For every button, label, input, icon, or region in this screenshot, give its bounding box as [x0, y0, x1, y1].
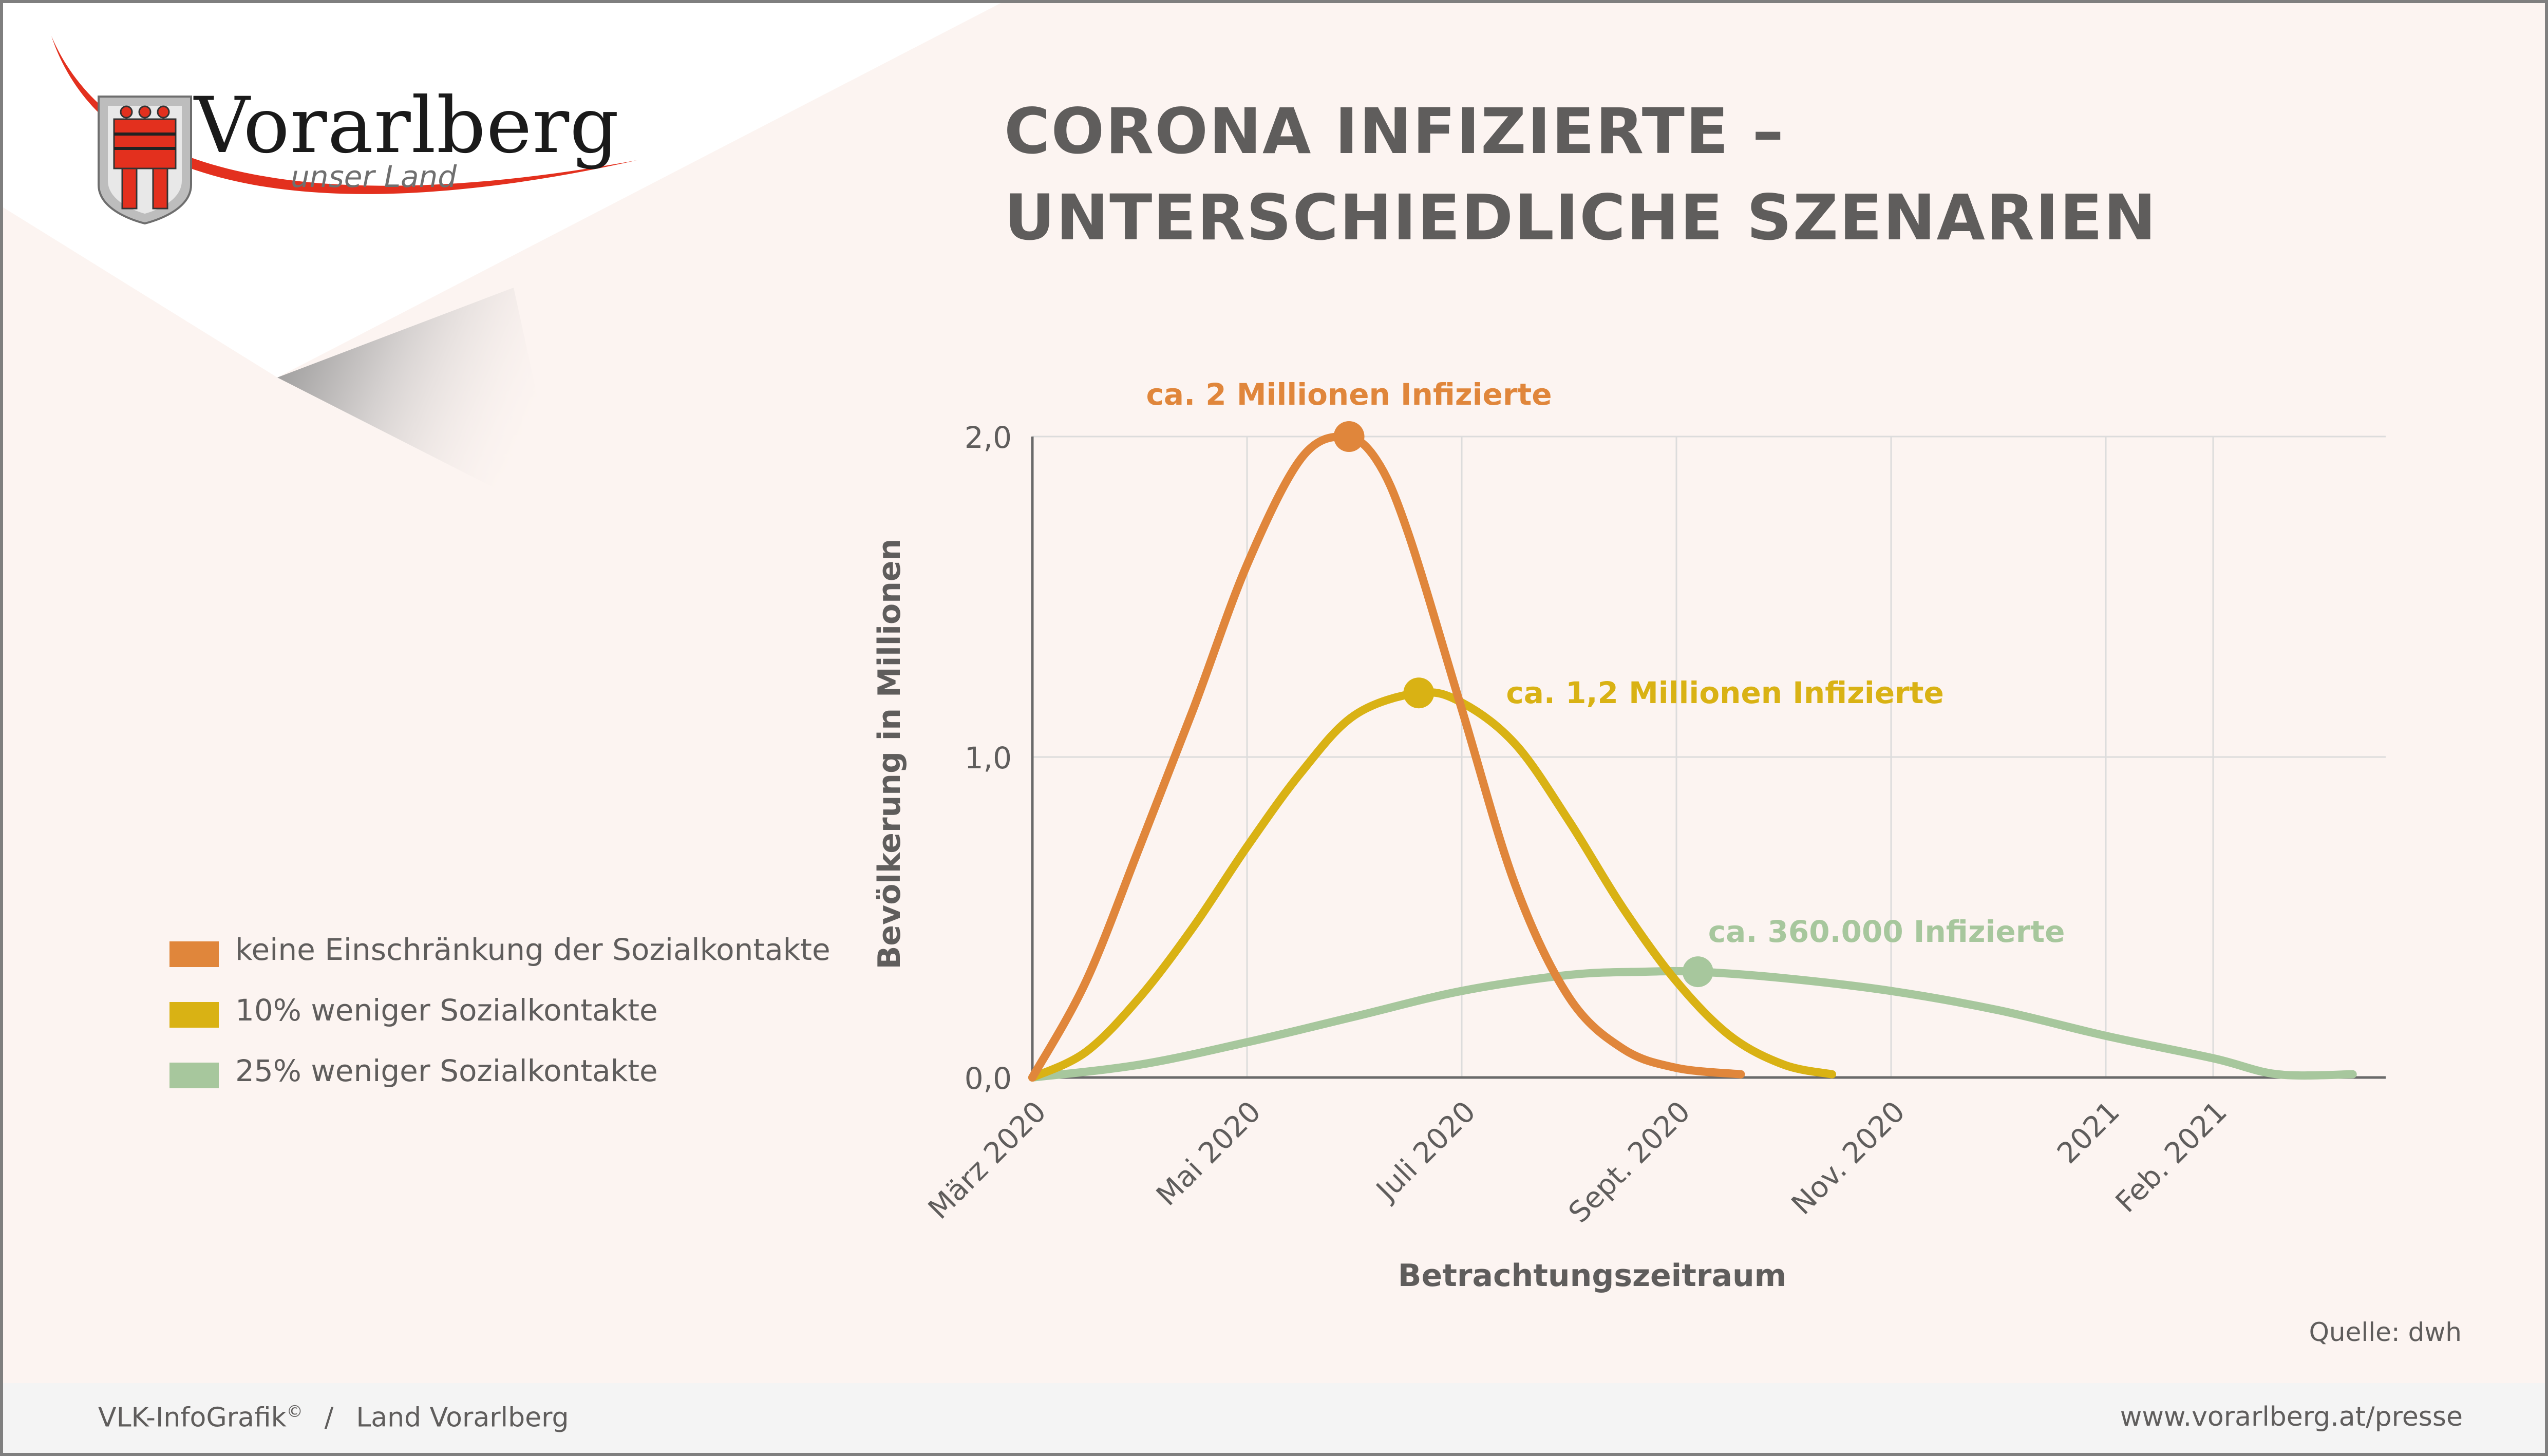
peak-marker-1	[1403, 677, 1435, 709]
y-axis-title: Bevölkerung in Millionen	[872, 539, 908, 970]
source-note: Quelle: dwh	[2309, 1317, 2462, 1347]
title-line-1: CORONA INFIZIERTE –	[1004, 95, 1785, 168]
y-tick-label: 2,0	[965, 420, 1012, 455]
footer-brand: VLK-InfoGrafik	[98, 1402, 287, 1433]
footer-bar: VLK-InfoGrafik© / Land Vorarlberg www.vora…	[3, 1383, 2545, 1453]
x-tick-label: Mai 2020	[1150, 1095, 1268, 1213]
x-tick-label: Juli 2020	[1369, 1095, 1482, 1208]
copyright-mark: ©	[286, 1402, 303, 1421]
footer-url[interactable]: www.vorarlberg.at/presse	[2120, 1402, 2463, 1432]
footer-separator: /	[324, 1402, 334, 1433]
y-tick-label: 1,0	[965, 741, 1012, 776]
x-tick-label: März 2020	[922, 1095, 1053, 1226]
x-tick-label: 2021	[2051, 1095, 2126, 1170]
legend-label-green: 25% weniger Sozialkontakte	[235, 1053, 658, 1088]
legend-swatch-yellow	[169, 1002, 219, 1028]
peak-marker-2	[1682, 956, 1713, 988]
series-line-2	[1028, 967, 2357, 1082]
series-line-1	[1028, 688, 1837, 1082]
peak-marker-0	[1333, 421, 1365, 452]
x-tick-label: Nov. 2020	[1785, 1095, 1912, 1221]
page-title: CORONA INFIZIERTE – UNTERSCHIEDLICHE SZE…	[1004, 88, 2157, 261]
y-tick-label: 0,0	[965, 1061, 1012, 1096]
legend-swatch-orange	[169, 941, 219, 967]
x-tick-label: Sept. 2020	[1562, 1095, 1697, 1230]
footer-org: Land Vorarlberg	[356, 1402, 569, 1433]
title-line-2: UNTERSCHIEDLICHE SZENARIEN	[1004, 181, 2157, 254]
peak-label-2: ca. 360.000 Infizierte	[1708, 914, 2065, 949]
legend-label-orange: keine Einschränkung der Sozialkontakte	[235, 932, 831, 967]
legend-swatch-green	[169, 1063, 219, 1088]
vorarlberg-logo: Vorarlberg unser Land	[0, 0, 668, 247]
x-tick-label: Feb. 2021	[2109, 1095, 2234, 1219]
series-line-0	[1028, 432, 1745, 1082]
legend-label-yellow: 10% weniger Sozialkontakte	[235, 993, 658, 1028]
x-axis-title: Betrachtungszeitraum	[1398, 1258, 1786, 1294]
logo-wordmark: Vorarlberg	[194, 81, 620, 171]
footer-credit: VLK-InfoGrafik© / Land Vorarlberg	[98, 1402, 569, 1433]
logo-tagline: unser Land	[291, 159, 457, 194]
coat-of-arms-icon	[98, 96, 192, 225]
peak-label-0: ca. 2 Millionen Infizierte	[1146, 377, 1552, 412]
peak-label-1: ca. 1,2 Millionen Infizierte	[1506, 675, 1943, 710]
